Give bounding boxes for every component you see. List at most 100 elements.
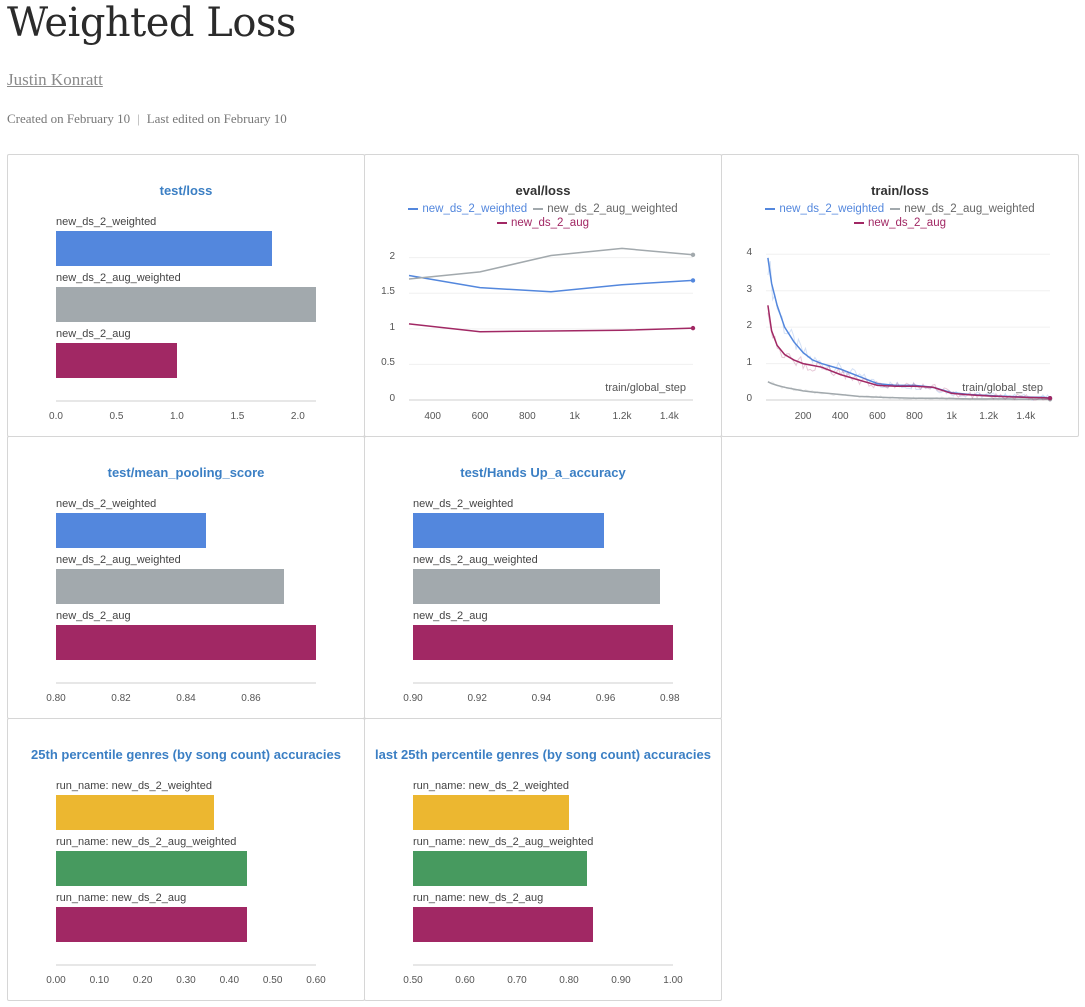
x-tick-label: 1.00	[663, 975, 683, 986]
x-tick-label: 0.20	[132, 975, 153, 986]
bar-label: run_name: new_ds_2_aug_weighted	[56, 836, 237, 848]
bar[interactable]	[56, 851, 247, 886]
legend-item[interactable]: new_ds_2_aug_weighted	[890, 203, 1035, 215]
x-tick-label: 2.0	[290, 411, 305, 422]
x-tick-label: 0.40	[219, 975, 240, 986]
x-tick-label: 0.30	[176, 975, 196, 986]
x-tick-label: 0.80	[559, 975, 579, 986]
x-tick-label: 0.92	[467, 693, 487, 704]
x-tick-label: 200	[794, 411, 812, 422]
legend-item[interactable]: new_ds_2_weighted	[408, 203, 527, 215]
bar-axis	[56, 400, 316, 402]
line-chart	[766, 253, 1053, 402]
legend-swatch	[765, 207, 776, 210]
y-tick-label: 1.5	[381, 286, 395, 298]
line-chart	[408, 247, 696, 401]
chart-legend: new_ds_2_weighted new_ds_2_aug_weighted	[722, 203, 1078, 215]
legend-swatch	[533, 207, 544, 210]
panel-title: 25th percentile genres (by song count) a…	[31, 747, 341, 762]
legend-label: new_ds_2_aug	[867, 217, 946, 229]
x-tick-label: 0.00	[46, 975, 66, 986]
series-noise	[767, 312, 1051, 401]
x-tick-label: 0.82	[111, 693, 131, 704]
panel-title: last 25th percentile genres (by song cou…	[375, 747, 711, 762]
legend-label: new_ds_2_weighted	[779, 203, 885, 215]
x-tick-label: 0.10	[89, 975, 110, 986]
x-tick-label: 0.5	[109, 411, 124, 422]
bar[interactable]	[56, 569, 284, 604]
y-tick-label: 1	[746, 356, 752, 368]
bar-axis	[413, 682, 673, 684]
x-tick-label: 0.0	[49, 411, 63, 422]
x-tick-label: 0.50	[262, 975, 283, 986]
bar-label: new_ds_2_weighted	[56, 216, 157, 228]
panel-train-loss[interactable]: train/loss new_ds_2_weighted new_ds_2_aug…	[721, 154, 1079, 437]
panel-eval-loss[interactable]: eval/loss new_ds_2_weighted new_ds_2_aug_…	[364, 154, 722, 437]
legend-swatch	[496, 221, 507, 224]
bar[interactable]	[413, 851, 588, 886]
x-tick-label: 1.2k	[612, 411, 632, 422]
chart-legend: new_ds_2_aug	[365, 217, 721, 229]
panel-hands-up-accuracy[interactable]: test/Hands Up_a_accuracy new_ds_2_weight…	[364, 436, 722, 719]
bar-label: new_ds_2_aug_weighted	[56, 554, 181, 566]
meta-separator: |	[137, 111, 140, 126]
x-tick-label: 0.60	[455, 975, 475, 986]
bar[interactable]	[413, 513, 604, 548]
x-tick-label: 1.4k	[659, 411, 679, 422]
panel-last-25th-percentile[interactable]: last 25th percentile genres (by song cou…	[364, 718, 722, 1001]
legend-item[interactable]: new_ds_2_aug	[496, 217, 589, 229]
x-axis-label: train/global_step	[962, 382, 1043, 394]
bar[interactable]	[56, 287, 316, 322]
bar[interactable]	[56, 795, 215, 830]
series-endpoint	[690, 252, 696, 258]
chart-legend: new_ds_2_weighted new_ds_2_aug_weighted	[365, 203, 721, 215]
y-tick-label: 2	[389, 250, 395, 262]
bar[interactable]	[56, 513, 206, 548]
bar[interactable]	[413, 907, 594, 942]
series-line-new_ds_2_aug_weighted	[408, 247, 694, 280]
bar[interactable]	[413, 795, 569, 830]
bar[interactable]	[56, 343, 177, 378]
x-tick-label: 0.86	[241, 693, 261, 704]
chart-legend: new_ds_2_aug	[722, 217, 1078, 229]
x-tick-label: 0.84	[176, 693, 196, 704]
legend-item[interactable]: new_ds_2_aug	[853, 217, 946, 229]
author-link[interactable]: Justin Konratt	[7, 70, 103, 89]
report-meta: Created on February 10 | Last edited on Fe…	[7, 111, 287, 127]
x-tick-label: 800	[906, 411, 923, 422]
bar-axis	[413, 964, 673, 966]
x-axis-label: train/global_step	[605, 382, 686, 394]
panel-title: eval/loss	[515, 183, 571, 198]
x-tick-label: 0.94	[531, 693, 552, 704]
series-endpoint	[1047, 395, 1053, 401]
panel-title: test/loss	[159, 183, 213, 198]
bar[interactable]	[56, 231, 273, 266]
bar[interactable]	[413, 625, 673, 660]
y-tick-label: 3	[746, 283, 752, 295]
x-tick-label: 1.4k	[1016, 411, 1036, 422]
panel-25th-percentile[interactable]: 25th percentile genres (by song count) a…	[7, 718, 365, 1001]
x-tick-label: 1.0	[169, 411, 184, 422]
y-tick-label: 0.5	[381, 357, 395, 369]
bar[interactable]	[413, 569, 661, 604]
x-tick-label: 400	[424, 411, 441, 422]
x-tick-label: 0.70	[507, 975, 527, 986]
bar-label: new_ds_2_weighted	[56, 498, 157, 510]
panel-mean-pooling-score[interactable]: test/mean_pooling_score new_ds_2_weighte…	[7, 436, 365, 719]
bar-label: new_ds_2_aug	[56, 610, 131, 622]
bar-axis	[56, 964, 316, 966]
legend-item[interactable]: new_ds_2_aug_weighted	[533, 203, 678, 215]
bar-label: run_name: new_ds_2_aug	[56, 892, 187, 904]
panel-test-loss[interactable]: test/loss new_ds_2_weighted new_ds_2_aug_…	[7, 154, 365, 437]
panel-title: test/mean_pooling_score	[107, 465, 265, 480]
bar[interactable]	[56, 907, 247, 942]
x-tick-label: 0.98	[660, 693, 680, 704]
series-line-new_ds_2_weighted	[408, 274, 694, 293]
x-tick-label: 0.90	[403, 693, 423, 704]
bar-label: new_ds_2_aug_weighted	[413, 554, 538, 566]
legend-item[interactable]: new_ds_2_weighted	[765, 203, 884, 215]
legend-swatch	[853, 221, 864, 224]
bar[interactable]	[56, 625, 316, 660]
bar-axis	[56, 682, 316, 684]
edited-date: Last edited on February 10	[146, 111, 287, 126]
